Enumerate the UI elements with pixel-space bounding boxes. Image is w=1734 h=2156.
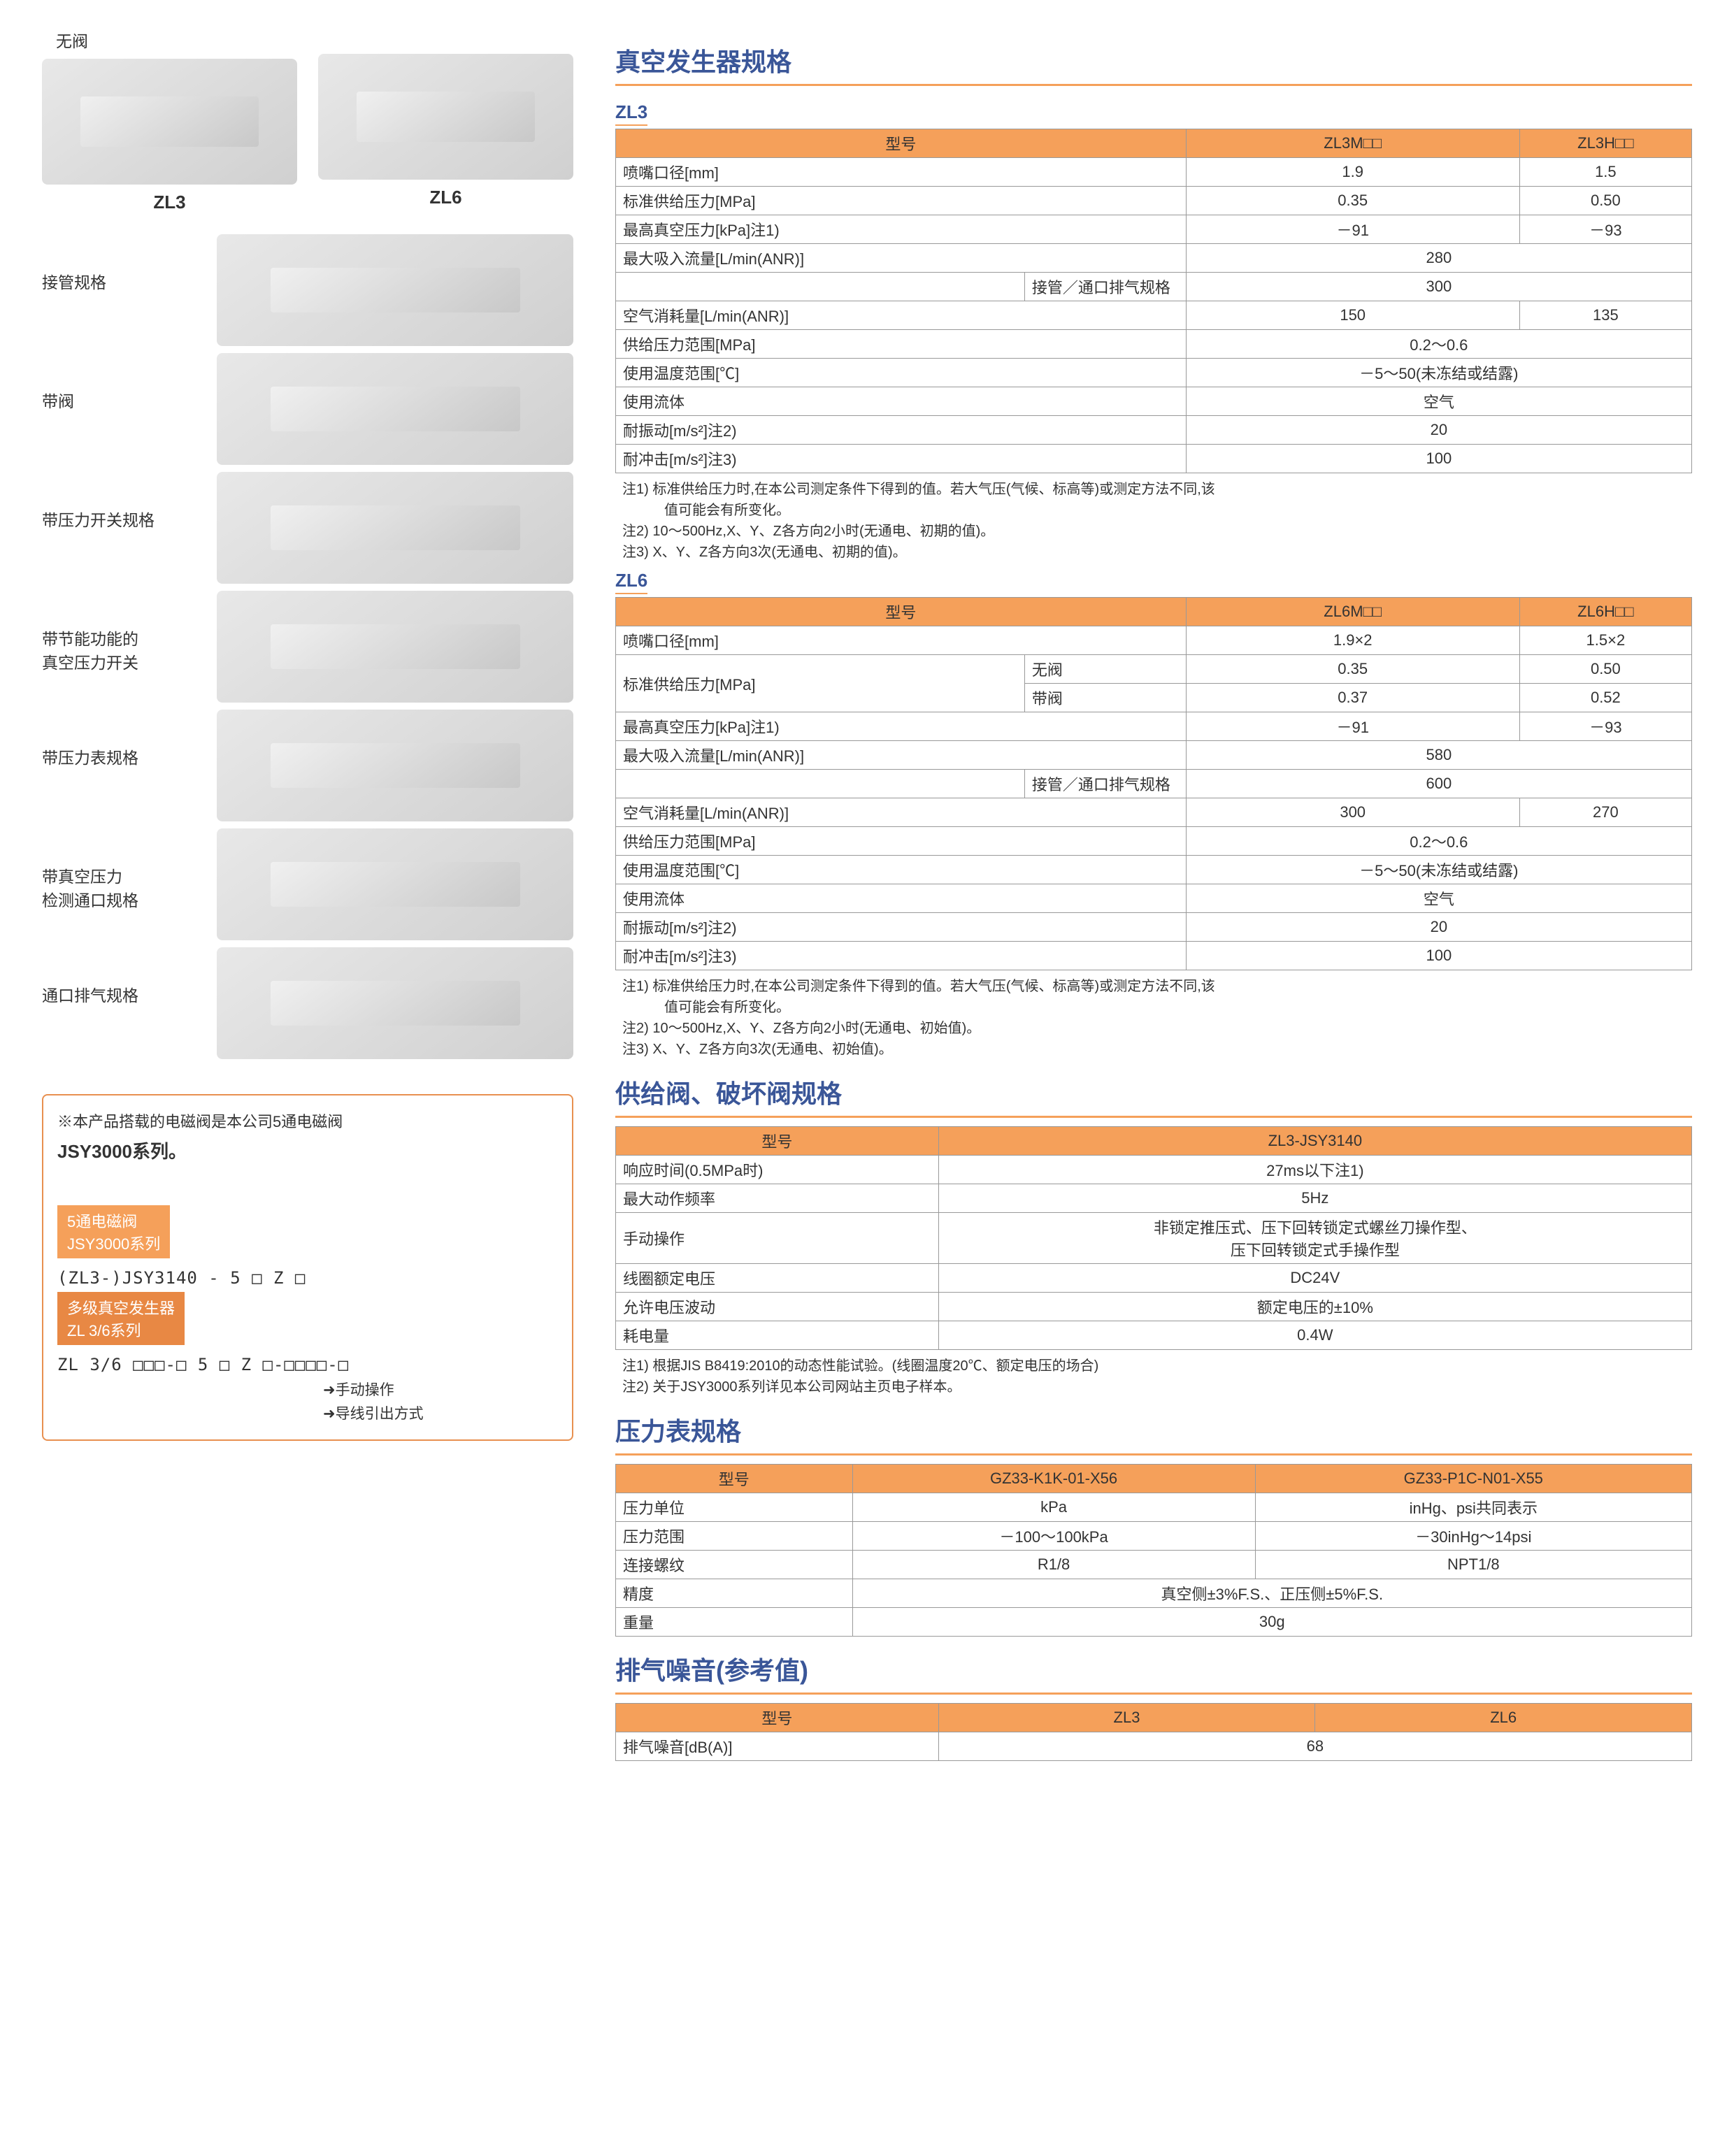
arrow-manual: ➜手动操作 — [57, 1379, 558, 1402]
variant-row: 带阀 — [42, 353, 573, 472]
device-image — [217, 353, 573, 465]
variant-row: 带压力开关规格 — [42, 472, 573, 591]
variant-row: 通口排气规格 — [42, 947, 573, 1066]
device-image — [217, 234, 573, 346]
sec4-title: 排气噪音(参考值) — [615, 1651, 1692, 1695]
gauge-table: 型号GZ33-K1K-01-X56GZ33-P1C-N01-X55压力单位kPa… — [615, 1464, 1692, 1637]
variant-row: 带真空压力检测通口规格 — [42, 828, 573, 947]
variant-row: 接管规格 — [42, 234, 573, 353]
tree-line-1: (ZL3-)JSY3140 - 5 □ Z □ — [57, 1268, 558, 1288]
variant-label: 带节能功能的真空压力开关 — [42, 591, 203, 673]
model-zl6: ZL6 — [318, 187, 573, 208]
right-column: 真空发生器规格 ZL3 型号ZL3M□□ZL3H□□喷嘴口径[mm]1.91.5… — [615, 28, 1692, 1761]
variant-label: 带真空压力检测通口规格 — [42, 828, 203, 911]
no-valve-label: 无阀 — [42, 28, 297, 52]
zl6-subtitle: ZL6 — [615, 570, 647, 594]
device-image-zl3 — [42, 59, 297, 185]
tree-line-2: ZL 3/6 □□□-□ 5 □ Z □-□□□□-□ — [57, 1355, 558, 1374]
zl6-table: 型号ZL6M□□ZL6H□□喷嘴口径[mm]1.9×21.5×2标准供给压力[M… — [615, 597, 1692, 970]
zl3-subtitle: ZL3 — [615, 101, 647, 126]
note-box: ※本产品搭载的电磁阀是本公司5通电磁阀 JSY3000系列。 5通电磁阀JSY3… — [42, 1094, 573, 1441]
sec2-notes: 注1) 根据JIS B8419:2010的动态性能试验。(线圈温度20℃、额定电… — [615, 1356, 1692, 1397]
note-bold: JSY3000系列。 — [57, 1137, 558, 1163]
variant-label: 接管规格 — [42, 234, 203, 293]
arrow-wiring: ➜导线引出方式 — [57, 1402, 558, 1426]
variant-row: 带节能功能的真空压力开关 — [42, 591, 573, 710]
variant-row: 带压力表规格 — [42, 710, 573, 828]
tag-5way: 5通电磁阀JSY3000系列 — [57, 1205, 170, 1258]
model-zl3: ZL3 — [42, 192, 297, 213]
variant-label: 带压力开关规格 — [42, 472, 203, 531]
sec3-title: 压力表规格 — [615, 1411, 1692, 1456]
noise-table: 型号ZL3ZL6排气噪音[dB(A)]68 — [615, 1703, 1692, 1761]
left-column: 无阀 ZL3 ZL6 接管规格带阀带压力开关规格带节能功能的真空压力开关带压力表… — [42, 28, 573, 1761]
variant-label: 带压力表规格 — [42, 710, 203, 768]
device-image — [217, 947, 573, 1059]
zl6-notes: 注1) 标准供给压力时,在本公司测定条件下得到的值。若大气压(气候、标高等)或测… — [615, 976, 1692, 1060]
variant-label: 通口排气规格 — [42, 947, 203, 1006]
device-image — [217, 591, 573, 703]
device-image — [217, 472, 573, 584]
note-line1: ※本产品搭载的电磁阀是本公司5通电磁阀 — [57, 1109, 558, 1132]
device-image — [217, 828, 573, 940]
sec2-title: 供给阀、破坏阀规格 — [615, 1074, 1692, 1118]
device-image-zl6 — [318, 54, 573, 180]
sec1-title: 真空发生器规格 — [615, 42, 1692, 86]
device-image — [217, 710, 573, 821]
zl3-table: 型号ZL3M□□ZL3H□□喷嘴口径[mm]1.91.5标准供给压力[MPa]0… — [615, 129, 1692, 473]
variant-label: 带阀 — [42, 353, 203, 412]
tag-multi: 多级真空发生器ZL 3/6系列 — [57, 1292, 185, 1345]
zl3-notes: 注1) 标准供给压力时,在本公司测定条件下得到的值。若大气压(气候、标高等)或测… — [615, 479, 1692, 563]
valve-table: 型号ZL3-JSY3140响应时间(0.5MPa时)27ms以下注1)最大动作频… — [615, 1126, 1692, 1350]
